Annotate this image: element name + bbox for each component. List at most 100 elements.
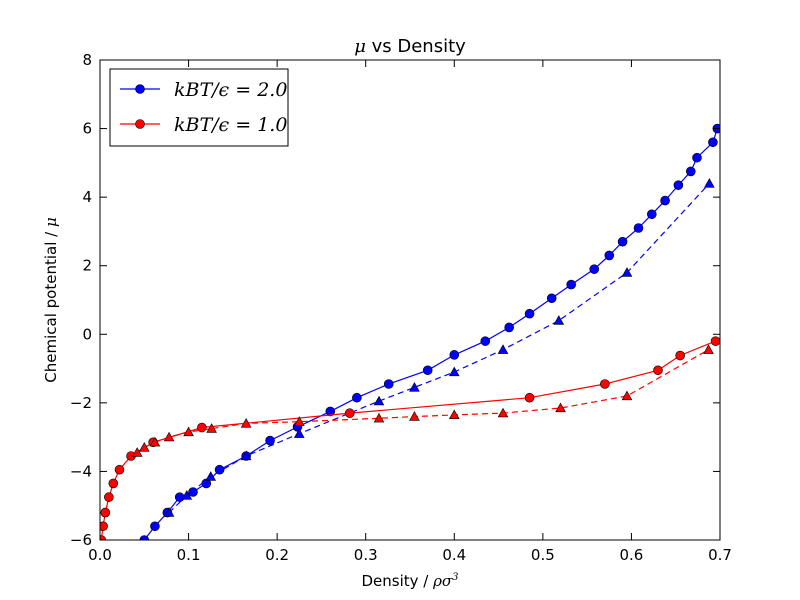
ticks-layer: 0.0 0.1 0.2 0.3 0.4 0.5 0.6 0.7 −6 −4 −2 0 2 4 6 8 bbox=[70, 51, 732, 564]
series-2-point bbox=[100, 507, 111, 518]
legend-box bbox=[109, 68, 289, 147]
series-0-point bbox=[546, 293, 557, 304]
legend-label-1: kBT/ϵ = 2.0 bbox=[174, 79, 287, 101]
series-1-point bbox=[240, 450, 252, 461]
series-3-point bbox=[138, 442, 150, 452]
y-axis-label-text: Chemical potential / bbox=[42, 227, 60, 383]
series-0-point bbox=[660, 195, 670, 206]
series-1-point bbox=[553, 315, 565, 325]
series-line-1 bbox=[168, 182, 710, 514]
series-3-point bbox=[183, 426, 194, 437]
series-1-point bbox=[205, 471, 217, 481]
series-2-point bbox=[344, 408, 355, 418]
y-tick-label: 8 bbox=[82, 51, 92, 69]
y-tick-label: −6 bbox=[70, 531, 92, 549]
y-axis-label-math: μ bbox=[42, 217, 60, 227]
series-2-point bbox=[710, 336, 720, 346]
chart-title: μ vs Density bbox=[354, 36, 466, 57]
series-1-point bbox=[181, 490, 193, 500]
series-layer bbox=[100, 123, 720, 540]
x-tick-label: 0.7 bbox=[708, 546, 732, 564]
x-tick-label: 0.3 bbox=[354, 546, 378, 564]
series-2-point bbox=[653, 365, 663, 376]
x-tick-label: 0.1 bbox=[177, 546, 201, 564]
series-0-point bbox=[449, 350, 460, 360]
series-2-point bbox=[108, 478, 119, 489]
y-tick-label: 0 bbox=[82, 325, 92, 343]
series-0-point bbox=[604, 250, 615, 261]
series-line-0 bbox=[143, 128, 718, 540]
title-mu: μ bbox=[354, 36, 366, 57]
series-0-point bbox=[685, 166, 696, 177]
plot-frame bbox=[99, 59, 721, 541]
series-3-point bbox=[497, 407, 509, 418]
series-3-point bbox=[206, 423, 217, 433]
x-tick-label: 0.4 bbox=[442, 546, 466, 564]
series-line-3 bbox=[136, 349, 709, 454]
series-3-point bbox=[240, 418, 252, 428]
series-0-point bbox=[188, 487, 198, 497]
series-0-point bbox=[383, 379, 394, 389]
y-axis-label: Chemical potential / μ bbox=[42, 217, 60, 382]
series-0-point bbox=[214, 464, 225, 475]
series-1-point bbox=[293, 428, 305, 438]
series-0-point bbox=[633, 223, 644, 233]
series-0-point bbox=[325, 406, 336, 417]
y-tick-label: 6 bbox=[82, 120, 92, 138]
series-3-point bbox=[703, 344, 714, 354]
series-2-point bbox=[100, 535, 107, 540]
series-1-point bbox=[621, 267, 633, 277]
series-0-point bbox=[352, 392, 362, 403]
series-3-point bbox=[373, 412, 385, 423]
series-0-point bbox=[265, 435, 275, 446]
x-axis-label-text: Density / bbox=[361, 572, 433, 590]
series-0-point bbox=[617, 236, 628, 247]
legend-marker-1 bbox=[135, 84, 145, 94]
series-1-point bbox=[409, 382, 420, 392]
series-1-point bbox=[163, 507, 175, 517]
series-3-point bbox=[621, 390, 633, 401]
series-0-point bbox=[139, 535, 150, 540]
legend: kBT/ϵ = 2.0 kBT/ϵ = 1.0 bbox=[109, 68, 289, 147]
series-2-point bbox=[100, 521, 108, 532]
series-3-point bbox=[131, 447, 143, 457]
series-0-point bbox=[150, 521, 160, 532]
y-tick-label: 2 bbox=[82, 257, 92, 275]
series-2-point bbox=[675, 350, 685, 361]
x-tick-label: 0.6 bbox=[619, 546, 643, 564]
series-3-point bbox=[448, 409, 460, 419]
series-0-point bbox=[422, 365, 433, 376]
series-0-point bbox=[646, 209, 657, 220]
series-2-point bbox=[197, 422, 207, 433]
legend-marker-2 bbox=[135, 119, 145, 129]
x-tick-label: 0.5 bbox=[531, 546, 555, 564]
x-axis-label-math: ρσ bbox=[432, 572, 453, 590]
x-tick-label: 0.2 bbox=[265, 546, 289, 564]
series-0-point bbox=[480, 336, 491, 346]
series-0-point bbox=[566, 279, 577, 290]
series-0-point bbox=[504, 322, 515, 333]
x-axis-label-sup: 3 bbox=[452, 572, 458, 583]
legend-label-2: kBT/ϵ = 1.0 bbox=[174, 114, 287, 136]
y-tick-label: −4 bbox=[70, 462, 92, 480]
series-3-point bbox=[149, 436, 161, 447]
series-2-point bbox=[104, 492, 114, 502]
series-0-point bbox=[589, 264, 600, 274]
series-0-point bbox=[524, 308, 535, 319]
series-0-point bbox=[692, 152, 702, 163]
series-1-point bbox=[497, 344, 509, 354]
x-axis-label: Density / ρσ3 bbox=[361, 572, 458, 590]
series-2-point bbox=[524, 392, 535, 403]
series-0-point bbox=[708, 137, 718, 148]
title-rest: vs Density bbox=[366, 36, 466, 57]
series-3-point bbox=[555, 402, 566, 413]
series-3-point bbox=[163, 431, 175, 442]
series-3-point bbox=[293, 416, 305, 426]
series-1-point bbox=[704, 178, 715, 188]
x-tick-label: 0.0 bbox=[88, 546, 112, 564]
series-1-point bbox=[448, 366, 460, 377]
series-line-2 bbox=[100, 340, 716, 540]
series-3-point bbox=[409, 411, 420, 421]
series-1-point bbox=[373, 395, 385, 406]
